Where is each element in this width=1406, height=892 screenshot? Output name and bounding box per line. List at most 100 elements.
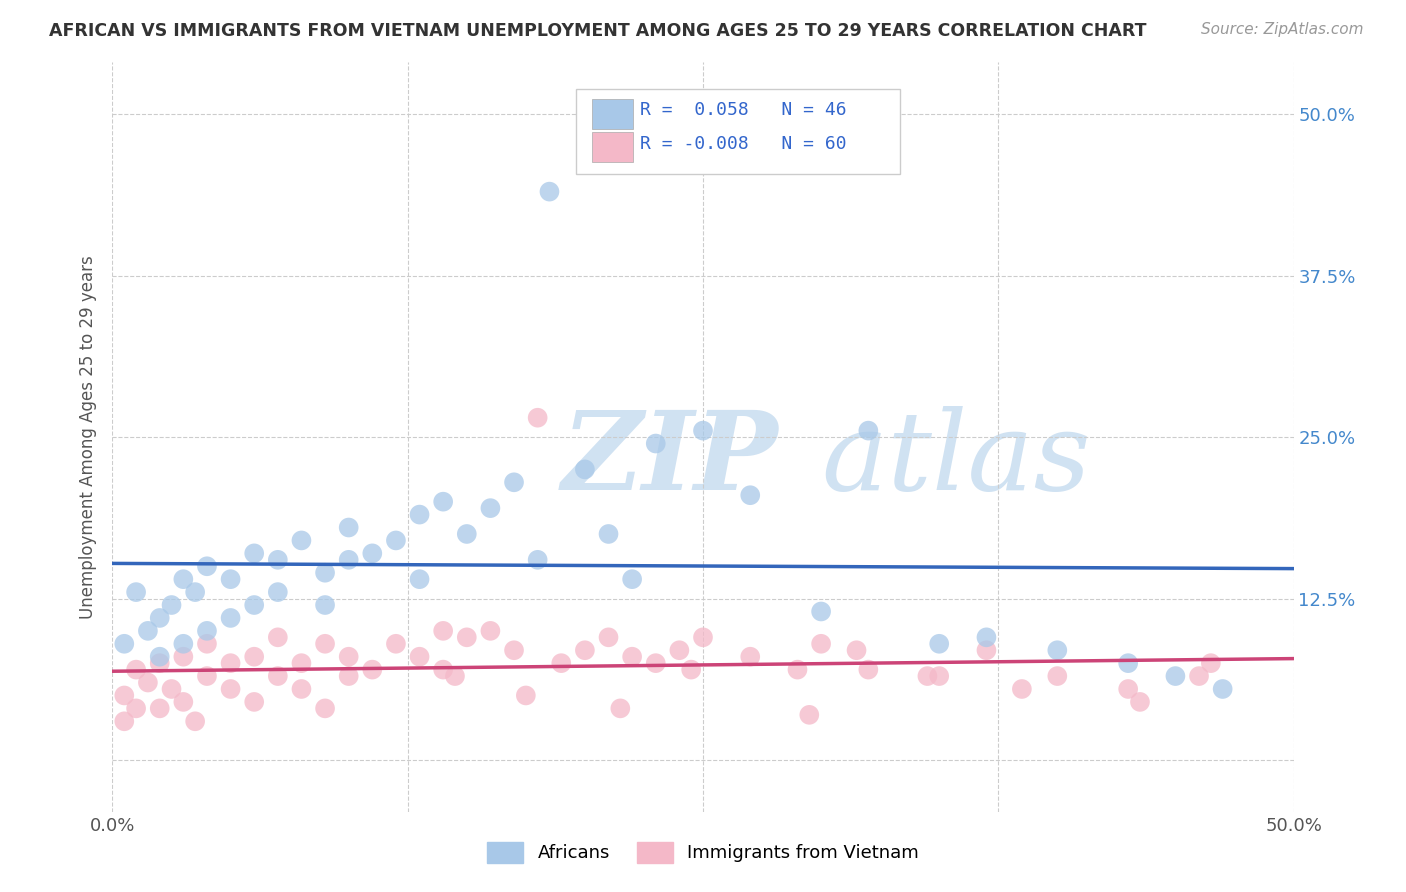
Point bbox=[976, 630, 998, 644]
Point bbox=[1046, 643, 1069, 657]
Point bbox=[1188, 669, 1211, 683]
Point bbox=[408, 572, 430, 586]
Point bbox=[337, 649, 360, 664]
Point bbox=[432, 663, 454, 677]
Point bbox=[243, 649, 266, 664]
Point bbox=[408, 508, 430, 522]
Point bbox=[314, 701, 336, 715]
Point bbox=[172, 649, 194, 664]
Point bbox=[432, 624, 454, 638]
Point bbox=[681, 663, 703, 677]
Point bbox=[479, 624, 502, 638]
Point bbox=[692, 630, 714, 644]
Point bbox=[598, 630, 620, 644]
Point bbox=[195, 637, 218, 651]
Point bbox=[172, 572, 194, 586]
Point bbox=[112, 714, 135, 729]
Point bbox=[160, 598, 183, 612]
Point bbox=[160, 681, 183, 696]
Point bbox=[550, 656, 572, 670]
Point bbox=[290, 656, 312, 670]
Point bbox=[1164, 669, 1187, 683]
Point bbox=[172, 695, 194, 709]
Point bbox=[219, 656, 242, 670]
Point bbox=[125, 701, 148, 715]
Point bbox=[1212, 681, 1234, 696]
Point bbox=[149, 701, 172, 715]
Point bbox=[195, 559, 218, 574]
Point bbox=[740, 649, 762, 664]
Point bbox=[195, 624, 218, 638]
Point bbox=[314, 598, 336, 612]
Point bbox=[361, 663, 384, 677]
Point bbox=[1011, 681, 1033, 696]
Point bbox=[786, 663, 808, 677]
Point bbox=[858, 424, 880, 438]
Point bbox=[361, 546, 384, 560]
Point bbox=[928, 669, 950, 683]
Point bbox=[337, 553, 360, 567]
Point bbox=[290, 533, 312, 548]
Point bbox=[538, 185, 561, 199]
Text: R = -0.008   N = 60: R = -0.008 N = 60 bbox=[640, 135, 846, 153]
Point bbox=[503, 475, 526, 490]
Point bbox=[609, 701, 631, 715]
Point bbox=[799, 707, 821, 722]
Point bbox=[526, 410, 548, 425]
Point bbox=[810, 605, 832, 619]
Point bbox=[136, 624, 159, 638]
Point bbox=[267, 669, 290, 683]
Point bbox=[917, 669, 939, 683]
Point bbox=[408, 649, 430, 664]
Point bbox=[243, 598, 266, 612]
Point bbox=[456, 630, 478, 644]
Point bbox=[444, 669, 467, 683]
Point bbox=[243, 546, 266, 560]
Point bbox=[668, 643, 690, 657]
Text: R =  0.058   N = 46: R = 0.058 N = 46 bbox=[640, 101, 846, 119]
Point bbox=[125, 663, 148, 677]
Point bbox=[243, 695, 266, 709]
Point bbox=[526, 553, 548, 567]
Point bbox=[810, 637, 832, 651]
Point bbox=[515, 689, 537, 703]
Point bbox=[149, 611, 172, 625]
Point bbox=[219, 611, 242, 625]
Point bbox=[112, 637, 135, 651]
Point bbox=[149, 656, 172, 670]
Point bbox=[644, 436, 666, 450]
Point bbox=[1129, 695, 1152, 709]
Point bbox=[621, 572, 644, 586]
Point bbox=[385, 533, 408, 548]
Point bbox=[1046, 669, 1069, 683]
Point bbox=[1116, 656, 1139, 670]
Point bbox=[267, 553, 290, 567]
Point bbox=[845, 643, 868, 657]
Point bbox=[1199, 656, 1222, 670]
Point bbox=[219, 572, 242, 586]
Point bbox=[858, 663, 880, 677]
Point bbox=[125, 585, 148, 599]
Text: ZIP: ZIP bbox=[561, 406, 778, 513]
Point bbox=[574, 462, 596, 476]
Point bbox=[184, 585, 207, 599]
Point bbox=[598, 527, 620, 541]
Point bbox=[267, 630, 290, 644]
Y-axis label: Unemployment Among Ages 25 to 29 years: Unemployment Among Ages 25 to 29 years bbox=[79, 255, 97, 619]
Point bbox=[184, 714, 207, 729]
Point bbox=[479, 501, 502, 516]
Point bbox=[432, 494, 454, 508]
Point bbox=[314, 566, 336, 580]
Point bbox=[337, 520, 360, 534]
Point bbox=[112, 689, 135, 703]
Point bbox=[314, 637, 336, 651]
Text: Source: ZipAtlas.com: Source: ZipAtlas.com bbox=[1201, 22, 1364, 37]
Legend: Africans, Immigrants from Vietnam: Africans, Immigrants from Vietnam bbox=[479, 835, 927, 870]
Point bbox=[290, 681, 312, 696]
Point bbox=[928, 637, 950, 651]
Point bbox=[1116, 681, 1139, 696]
Text: AFRICAN VS IMMIGRANTS FROM VIETNAM UNEMPLOYMENT AMONG AGES 25 TO 29 YEARS CORREL: AFRICAN VS IMMIGRANTS FROM VIETNAM UNEMP… bbox=[49, 22, 1147, 40]
Point bbox=[621, 649, 644, 664]
Point bbox=[385, 637, 408, 651]
Point bbox=[219, 681, 242, 696]
